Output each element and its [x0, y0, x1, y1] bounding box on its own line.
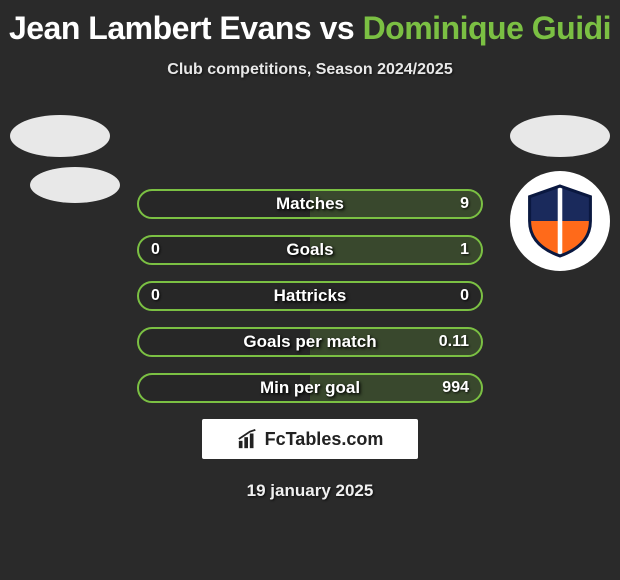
subtitle: Club competitions, Season 2024/2025 — [0, 61, 620, 79]
player1-avatar — [10, 115, 110, 215]
player2-avatar — [510, 115, 610, 215]
stat-value-right: 994 — [442, 379, 469, 397]
avatar-placeholder-icon — [10, 115, 110, 157]
brand-text: FcTables.com — [265, 429, 384, 450]
stat-label: Matches — [139, 194, 481, 214]
brand-badge: FcTables.com — [202, 419, 418, 459]
stat-value-right: 0.11 — [439, 333, 469, 351]
club-badge-icon — [510, 171, 610, 271]
stat-value-right: 1 — [460, 241, 469, 259]
avatar-placeholder-icon — [510, 115, 610, 157]
stat-row: Matches9 — [137, 189, 483, 219]
stat-label: Goals — [139, 240, 481, 260]
stats-table: Matches90Goals10Hattricks0Goals per matc… — [137, 189, 483, 403]
stat-value-right: 0 — [460, 287, 469, 305]
stat-label: Min per goal — [139, 378, 481, 398]
chart-icon — [237, 428, 259, 450]
stat-row: Min per goal994 — [137, 373, 483, 403]
vs-text: vs — [320, 10, 355, 46]
stat-row: 0Hattricks0 — [137, 281, 483, 311]
player1-name: Jean Lambert Evans — [9, 10, 311, 46]
stat-value-right: 9 — [460, 195, 469, 213]
stat-label: Goals per match — [139, 332, 481, 352]
avatar-placeholder-icon — [30, 167, 120, 203]
stat-row: Goals per match0.11 — [137, 327, 483, 357]
stat-row: 0Goals1 — [137, 235, 483, 265]
player2-name: Dominique Guidi — [363, 10, 611, 46]
stat-label: Hattricks — [139, 286, 481, 306]
date-text: 19 january 2025 — [0, 481, 620, 501]
comparison-title: Jean Lambert Evans vs Dominique Guidi — [0, 0, 620, 47]
